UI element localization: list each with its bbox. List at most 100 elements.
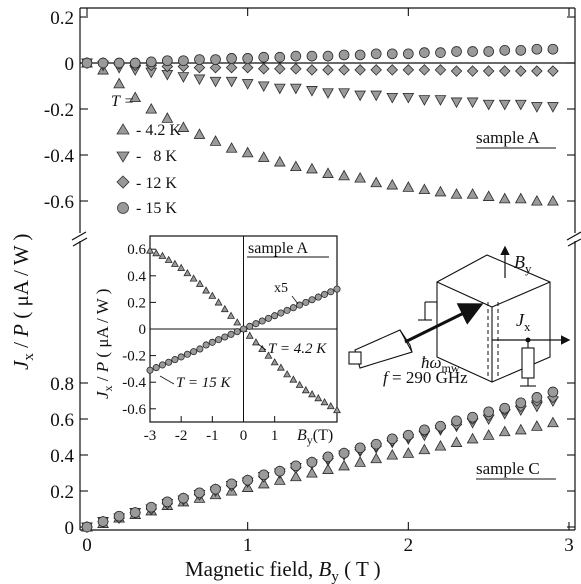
x-tick-label: 1 [243,535,253,556]
lower-point-s3 [338,447,350,459]
upper-point-s2 [322,64,334,76]
lower-point-s0 [466,432,479,444]
inset-point-s0 [227,311,236,319]
inset-x-tick-label: 1 [271,428,279,444]
inset-point-s1 [171,356,179,364]
inset-point-s0 [283,370,292,378]
upper-point-s3 [145,56,157,68]
upper-point-s2 [257,62,270,75]
lower-point-s3 [194,487,205,499]
lower-point-s0 [257,477,270,489]
upper-point-s1 [434,95,447,106]
lower-point-s3 [113,510,125,522]
upper-point-s0 [482,190,495,201]
lower-point-s3 [81,521,93,533]
lower-point-s3 [290,460,302,472]
lower-point-s3 [451,415,462,427]
lower-point-s3 [322,451,334,463]
inset-point-s1 [289,304,297,312]
upper-point-s1 [241,79,254,90]
upper-point-s0 [193,128,206,139]
load-resistor-icon [520,340,536,387]
field-arrow-icon: By [500,245,532,278]
inset-point-s1 [327,288,335,296]
inset-point-s1 [239,325,248,333]
lower-point-s3 [419,424,430,436]
lower-point-s3 [178,492,189,504]
lower-point-s0 [370,452,383,464]
inset-point-s0 [320,398,329,406]
inset-point-s0 [314,394,323,402]
inset-point-s1 [202,341,210,349]
upper-point-s3 [451,46,462,57]
x-axis-ticks: 0 1 2 3 [82,8,574,556]
upper-point-s2 [418,64,431,76]
upper-point-s0 [386,178,399,190]
y-tick-label: -0.4 [44,146,75,167]
upper-point-s3 [129,57,141,69]
inset-point-s0 [245,331,254,339]
upper-point-s0 [145,102,158,114]
inset-point-s1 [146,366,154,374]
inset-point-s1 [208,338,216,346]
inset-point-s0 [289,375,298,383]
inset-point-s0 [195,279,204,287]
upper-point-s3 [242,53,254,64]
upper-point-s2 [193,61,206,74]
inset-y-axis-label: Jx / P ( μA / W ) [93,289,115,399]
lower-point-s0 [434,439,447,451]
inset-point-s0 [301,386,310,394]
current-label: Jx [516,310,531,334]
upper-point-s3 [499,45,511,56]
upper-point-s2 [386,64,399,76]
y-tick-label: 0.2 [50,482,74,503]
upper-point-s0 [129,91,142,103]
inset-point-s0 [270,358,279,366]
upper-point-s1 [402,92,415,104]
lower-point-s3 [129,507,141,518]
upper-point-s3 [402,48,414,60]
lower-panel-label: sample C [476,459,540,478]
inset-y-tick-label: 0.4 [127,269,146,285]
upper-point-s1 [289,83,302,95]
inset-point-s1 [277,309,285,317]
upper-point-s3 [194,54,205,65]
upper-point-s0 [434,185,447,197]
waveguide-horn-icon [348,329,413,369]
inset-point-s0 [164,255,173,263]
inset-point-s0 [308,390,317,398]
inset-ticks: -3 -2 -1 0 1 0.6 0.4 0.2 0 -0.2 -0.4 -0.6 [122,242,278,444]
inset-point-s0 [177,263,186,271]
upper-point-s0 [450,188,463,199]
upper-point-s2 [225,61,238,74]
upper-point-s1 [514,99,527,111]
upper-point-s3 [210,54,221,65]
upper-point-s0 [306,162,318,174]
upper-point-s2 [209,61,222,74]
upper-point-s3 [547,43,559,55]
inset-point-s1 [227,330,235,338]
upper-point-s2 [402,64,415,76]
lower-point-s3 [435,420,446,432]
upper-point-s1 [482,99,495,111]
upper-point-s0 [402,181,415,192]
upper-point-s2 [547,65,559,77]
upper-point-s0 [547,194,559,206]
lower-point-s3 [499,402,511,414]
lower-point-s3 [226,478,237,490]
upper-point-s1 [530,102,543,113]
upper-point-s3 [370,48,382,60]
inset-point-s0 [233,318,242,326]
lower-point-s3 [274,465,286,477]
upper-point-s1 [209,76,222,88]
inset-point-s0 [295,380,304,388]
inset-annot-4k: T = 4.2 K [268,341,327,357]
y-tick-label: -0.2 [44,100,74,121]
upper-point-s3 [226,53,237,64]
upper-point-s3 [467,46,478,57]
upper-point-s3 [258,51,270,63]
inset-y-tick-label: -0.2 [122,349,146,365]
lower-point-s3 [515,397,527,409]
upper-point-s3 [354,49,366,61]
